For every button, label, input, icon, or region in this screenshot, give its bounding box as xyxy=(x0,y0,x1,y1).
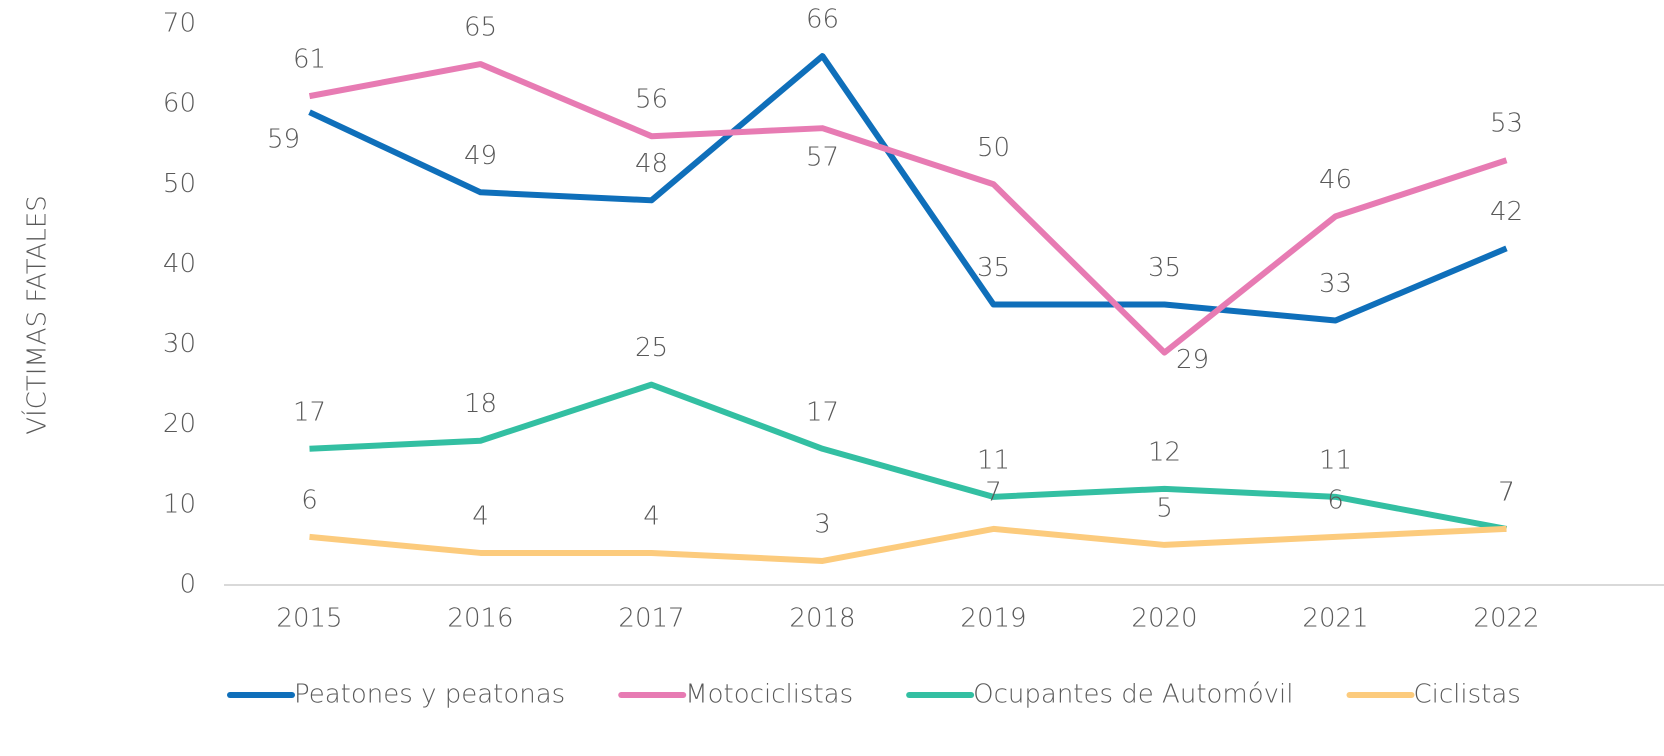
series-line xyxy=(308,61,1508,356)
data-label: 59 xyxy=(267,125,300,155)
data-label: 7 xyxy=(1498,477,1515,507)
data-label: 53 xyxy=(1490,109,1523,139)
data-label: 6 xyxy=(1327,485,1344,515)
data-label: 6 xyxy=(301,485,318,515)
data-label: 35 xyxy=(977,253,1010,283)
data-label: 25 xyxy=(635,333,668,363)
data-label: 11 xyxy=(1319,445,1352,475)
series-line xyxy=(309,525,1507,564)
x-tick-label: 2018 xyxy=(789,604,855,634)
data-label: 5 xyxy=(1156,493,1173,523)
data-label: 11 xyxy=(977,445,1010,475)
data-label: 4 xyxy=(472,501,489,531)
y-tick-label: 0 xyxy=(179,570,196,600)
data-label: 42 xyxy=(1490,197,1523,227)
legend-label: Motociclistas xyxy=(685,680,853,710)
x-tick-label: 2020 xyxy=(1131,604,1197,634)
data-label: 56 xyxy=(635,85,668,115)
data-label: 49 xyxy=(464,141,497,171)
data-label: 46 xyxy=(1319,165,1352,195)
data-label: 61 xyxy=(293,45,326,75)
x-tick-label: 2022 xyxy=(1473,604,1539,634)
data-label: 17 xyxy=(293,397,326,427)
legend-label: Ocupantes de Automóvil xyxy=(973,680,1293,710)
legend-label: Peatones y peatonas xyxy=(294,680,565,710)
y-tick-label: 20 xyxy=(163,409,196,439)
y-axis-title: VÍCTIMAS FATALES xyxy=(21,195,53,435)
legend-label: Ciclistas xyxy=(1414,680,1521,710)
y-tick-label: 10 xyxy=(163,489,196,519)
data-label: 50 xyxy=(977,133,1010,163)
y-tick-label: 60 xyxy=(163,89,196,119)
data-label: 29 xyxy=(1176,345,1209,375)
data-label: 33 xyxy=(1319,269,1352,299)
data-label: 35 xyxy=(1148,253,1181,283)
data-label: 57 xyxy=(806,143,839,173)
y-tick-label: 50 xyxy=(163,169,196,199)
x-tick-label: 2015 xyxy=(276,604,342,634)
data-label: 65 xyxy=(464,13,497,43)
y-tick-label: 40 xyxy=(163,249,196,279)
data-label: 7 xyxy=(985,477,1002,507)
series-line xyxy=(308,53,1508,324)
y-tick-label: 30 xyxy=(163,329,196,359)
data-label: 48 xyxy=(635,149,668,179)
data-label: 3 xyxy=(814,509,831,539)
data-label: 66 xyxy=(806,5,839,35)
x-tick-label: 2017 xyxy=(618,604,684,634)
data-label: 4 xyxy=(643,501,660,531)
y-tick-label: 70 xyxy=(163,9,196,39)
data-label: 7 xyxy=(1498,477,1515,507)
x-tick-label: 2021 xyxy=(1302,604,1368,634)
series-line xyxy=(309,381,1508,532)
data-label: 18 xyxy=(464,389,497,419)
data-label: 12 xyxy=(1148,437,1181,467)
data-label: 17 xyxy=(806,397,839,427)
x-tick-label: 2019 xyxy=(960,604,1026,634)
x-tick-label: 2016 xyxy=(447,604,513,634)
